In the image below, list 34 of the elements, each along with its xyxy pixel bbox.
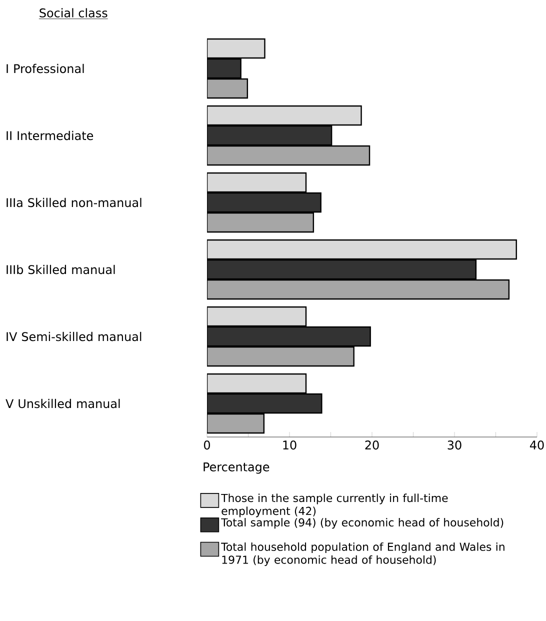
bar bbox=[207, 239, 517, 260]
bar bbox=[207, 393, 322, 414]
y-tick-label: V Unskilled manual bbox=[6, 398, 120, 408]
x-tick-label: 0 bbox=[204, 440, 210, 450]
bar bbox=[207, 279, 510, 300]
bar bbox=[207, 212, 314, 233]
x-tick-label: 40 bbox=[530, 440, 544, 450]
bar bbox=[207, 38, 266, 59]
bar bbox=[207, 346, 354, 367]
bar bbox=[207, 58, 242, 79]
x-tick-label: 10 bbox=[283, 440, 296, 450]
bar bbox=[207, 105, 362, 126]
y-tick-label: IIIb Skilled manual bbox=[6, 264, 115, 274]
legend-label: Total household population of England and Wales in 1971 (by economic head of household) bbox=[221, 542, 504, 566]
legend-label: Those in the sample currently in full-time employment (42) bbox=[221, 494, 448, 518]
y-tick-label: IV Semi-skilled manual bbox=[6, 332, 142, 342]
bar bbox=[207, 78, 248, 99]
bar bbox=[207, 326, 371, 347]
bar bbox=[207, 125, 332, 146]
y-axis-title: Social class bbox=[40, 8, 108, 18]
legend-label: Total sample (94) (by economic head of household) bbox=[221, 518, 504, 529]
bar bbox=[207, 192, 322, 213]
bar bbox=[207, 413, 265, 434]
x-axis-title: Percentage bbox=[204, 462, 270, 474]
bar bbox=[207, 373, 307, 394]
x-tick-label: 20 bbox=[365, 440, 379, 450]
bar bbox=[207, 145, 370, 166]
y-tick-label: IIIa Skilled non-manual bbox=[6, 198, 142, 208]
x-tick-label: 30 bbox=[448, 440, 462, 450]
y-tick-label: II Intermediate bbox=[6, 130, 94, 140]
y-tick-label: I Professional bbox=[6, 64, 84, 74]
bar bbox=[207, 172, 307, 193]
bar bbox=[207, 259, 477, 280]
bar bbox=[207, 306, 307, 327]
